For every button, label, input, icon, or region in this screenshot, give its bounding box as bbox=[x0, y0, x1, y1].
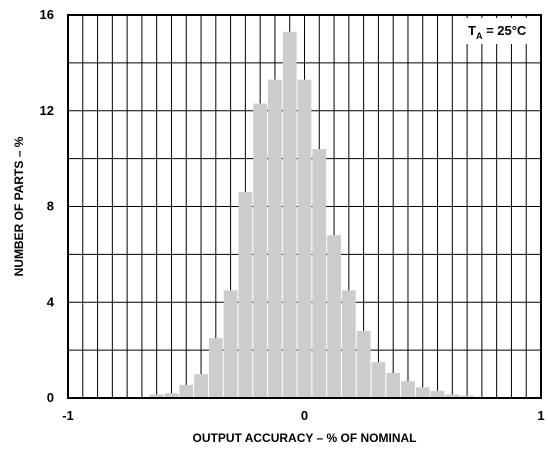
histogram-bar bbox=[208, 338, 223, 398]
x-tick-label: 1 bbox=[537, 408, 544, 423]
histogram-bar bbox=[149, 394, 164, 398]
histogram-bar bbox=[415, 387, 430, 398]
histogram-bar bbox=[312, 149, 327, 398]
histogram-bar bbox=[268, 79, 282, 398]
histogram-bar bbox=[341, 290, 356, 398]
x-axis-title: OUTPUT ACCURACY – % OF NOMINAL bbox=[192, 431, 416, 445]
tick-labels: 0 4 8 12 16 -1 0 1 bbox=[40, 7, 545, 423]
y-tick-label: 12 bbox=[40, 103, 54, 118]
histogram-bar bbox=[460, 395, 474, 398]
histogram-bar bbox=[282, 31, 297, 398]
histogram-bar bbox=[238, 192, 253, 398]
histogram-bar bbox=[253, 103, 268, 398]
x-tick-label: -1 bbox=[62, 408, 74, 423]
histogram-bar bbox=[445, 394, 460, 398]
histogram-bar bbox=[386, 372, 401, 398]
histogram-bar bbox=[164, 393, 179, 398]
y-tick-label: 4 bbox=[47, 294, 55, 309]
histogram-bar bbox=[327, 235, 341, 398]
x-tick-label: 0 bbox=[301, 408, 308, 423]
histogram-bar bbox=[356, 330, 371, 398]
plot-frame bbox=[67, 14, 542, 399]
histogram-bars bbox=[149, 31, 489, 398]
histogram-bar bbox=[430, 390, 445, 398]
temperature-label: TA = 25°C bbox=[468, 23, 527, 41]
y-tick-label: 0 bbox=[47, 390, 54, 405]
temperature-annotation: TA = 25°C bbox=[463, 18, 539, 44]
y-tick-label: 8 bbox=[47, 199, 54, 214]
histogram-bar bbox=[371, 362, 386, 398]
y-axis-title: NUMBER OF PARTS – % bbox=[12, 136, 26, 276]
histogram-bar bbox=[401, 381, 415, 398]
histogram-bar bbox=[194, 374, 208, 398]
y-tick-label: 16 bbox=[40, 7, 54, 22]
histogram-bar bbox=[297, 79, 312, 398]
histogram-bar bbox=[179, 384, 194, 398]
histogram-bar bbox=[223, 290, 238, 398]
